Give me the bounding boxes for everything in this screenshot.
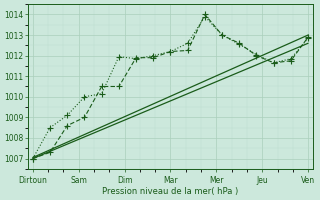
X-axis label: Pression niveau de la mer( hPa ): Pression niveau de la mer( hPa ) — [102, 187, 239, 196]
